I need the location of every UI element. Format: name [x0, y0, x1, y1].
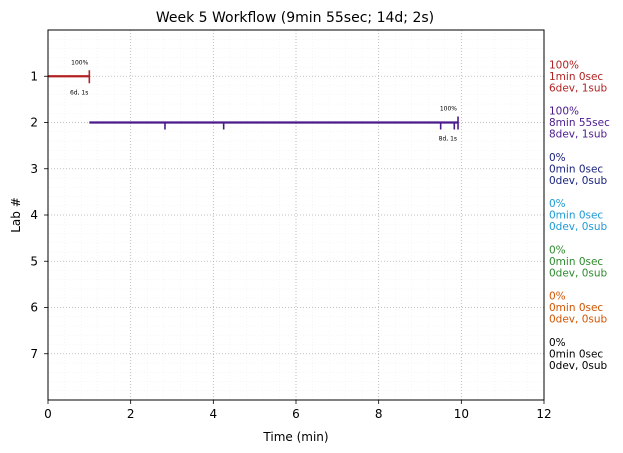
- lab-1-summary-line: 6dev, 1sub: [549, 82, 608, 94]
- plot-frame: [47, 29, 545, 401]
- lab-5-summary-line: 0dev, 0sub: [549, 267, 608, 279]
- lab-3-summary-line: 0%: [549, 152, 566, 164]
- y-tick-label: 7: [30, 347, 38, 361]
- x-tick-label: 6: [292, 407, 300, 421]
- chart-title: Week 5 Workflow (9min 55sec; 14d; 2s): [156, 10, 434, 26]
- x-tick-label: 4: [210, 407, 218, 421]
- y-tick-label: 5: [30, 254, 38, 268]
- lab-5-summary-line: 0min 0sec: [549, 256, 603, 268]
- lab-7-summary-line: 0min 0sec: [549, 348, 603, 360]
- lab-6-summary-line: 0%: [549, 291, 566, 303]
- lab-1-pct-label: 100%: [71, 59, 88, 66]
- lab-1-summary-line: 1min 0sec: [549, 71, 603, 83]
- lab-7-summary-line: 0%: [549, 337, 566, 349]
- lab-7-summary-line: 0dev, 0sub: [549, 360, 608, 372]
- lab-5-summary-line: 0%: [549, 244, 566, 256]
- grid: [47, 30, 545, 400]
- lab-4-summary-line: 0dev, 0sub: [549, 221, 608, 233]
- y-tick-label: 4: [30, 208, 38, 222]
- lab-2-summary-line: 8min 55sec: [549, 117, 610, 129]
- x-tick-label: 12: [536, 407, 551, 421]
- lab-2-pct-label: 100%: [440, 106, 457, 113]
- x-tick-label: 2: [127, 407, 135, 421]
- lab-2-count-label: 8d, 1s: [439, 136, 457, 143]
- lab-1-summary-line: 100%: [549, 59, 579, 71]
- lab-2-summary-line: 8dev, 1sub: [549, 129, 608, 141]
- y-tick-label: 2: [30, 116, 38, 130]
- y-tick-label: 6: [30, 301, 38, 315]
- y-tick-label: 3: [30, 162, 38, 176]
- lab-3-summary-line: 0dev, 0sub: [549, 175, 608, 187]
- lab-4-summary-line: 0min 0sec: [549, 210, 603, 222]
- x-tick-label: 0: [44, 407, 52, 421]
- lab-4-summary-line: 0%: [549, 198, 566, 210]
- x-tick-label: 8: [375, 407, 383, 421]
- y-tick-label: 1: [30, 69, 38, 83]
- y-axis-label: Lab #: [9, 197, 23, 233]
- lab-2-summary-line: 100%: [549, 106, 579, 118]
- x-axis-label: Time (min): [262, 430, 328, 444]
- lab-6-summary-line: 0min 0sec: [549, 302, 603, 314]
- series-layer: 100% 6d, 1s 100% 8d, 1s: [48, 59, 459, 143]
- lab-6-summary-line: 0dev, 0sub: [549, 314, 608, 326]
- lab-1-count-label: 6d, 1s: [70, 89, 88, 96]
- x-tick-label: 10: [454, 407, 469, 421]
- lab-3-summary-line: 0min 0sec: [549, 163, 603, 175]
